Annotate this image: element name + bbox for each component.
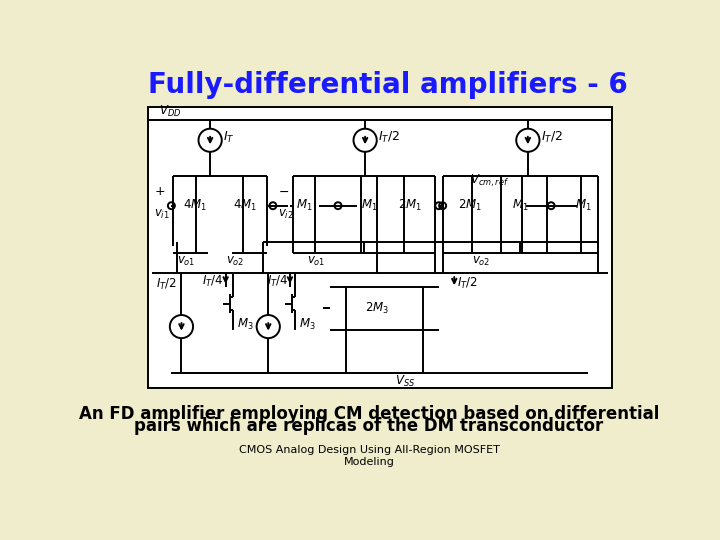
Text: $M_1$: $M_1$ bbox=[575, 198, 592, 213]
Text: $I_T/2$: $I_T/2$ bbox=[456, 276, 477, 291]
Text: $I_T/4$: $I_T/4$ bbox=[266, 274, 289, 289]
Text: $V_{DD}$: $V_{DD}$ bbox=[159, 104, 181, 119]
Text: $v_{i1}$: $v_{i1}$ bbox=[154, 208, 170, 221]
Text: Fully-differential amplifiers - 6: Fully-differential amplifiers - 6 bbox=[148, 71, 628, 99]
Text: $I_T/2$: $I_T/2$ bbox=[378, 130, 400, 145]
Text: $v_{o1}$: $v_{o1}$ bbox=[177, 255, 195, 268]
Text: $I_T/4$: $I_T/4$ bbox=[202, 274, 224, 289]
Text: $4M_1$: $4M_1$ bbox=[183, 198, 207, 213]
Text: $4M_1$: $4M_1$ bbox=[233, 198, 257, 213]
Text: $v_{o2}$: $v_{o2}$ bbox=[472, 255, 490, 268]
Text: $-$: $-$ bbox=[279, 185, 289, 198]
Text: $M_1$: $M_1$ bbox=[512, 198, 528, 213]
Text: $2M_1$: $2M_1$ bbox=[458, 198, 482, 213]
Text: pairs which are replicas of the DM transconductor: pairs which are replicas of the DM trans… bbox=[135, 417, 603, 435]
Text: $I_T$: $I_T$ bbox=[223, 130, 235, 145]
Text: $2M_1$: $2M_1$ bbox=[398, 198, 422, 213]
Text: $M_1$: $M_1$ bbox=[361, 198, 377, 213]
Text: $2M_3$: $2M_3$ bbox=[364, 301, 389, 316]
Text: $v_{o2}$: $v_{o2}$ bbox=[226, 255, 245, 268]
Text: $V_{cm,ref}$: $V_{cm,ref}$ bbox=[469, 173, 509, 189]
Text: $v_{i2}$: $v_{i2}$ bbox=[279, 208, 294, 221]
Text: $I_T/2$: $I_T/2$ bbox=[156, 276, 176, 292]
Text: $I_T/2$: $I_T/2$ bbox=[541, 130, 563, 145]
Text: $M_3$: $M_3$ bbox=[238, 318, 254, 333]
Text: $V_{SS}$: $V_{SS}$ bbox=[395, 374, 415, 389]
Text: CMOS Analog Design Using All-Region MOSFET
Modeling: CMOS Analog Design Using All-Region MOSF… bbox=[238, 445, 500, 467]
Text: An FD amplifier employing CM detection based on differential: An FD amplifier employing CM detection b… bbox=[78, 405, 660, 423]
Text: $M_3$: $M_3$ bbox=[300, 318, 316, 333]
Text: $M_1$: $M_1$ bbox=[296, 198, 312, 213]
Text: $+$: $+$ bbox=[154, 185, 166, 198]
Bar bbox=[148, 107, 611, 388]
Text: $v_{o1}$: $v_{o1}$ bbox=[307, 255, 325, 268]
